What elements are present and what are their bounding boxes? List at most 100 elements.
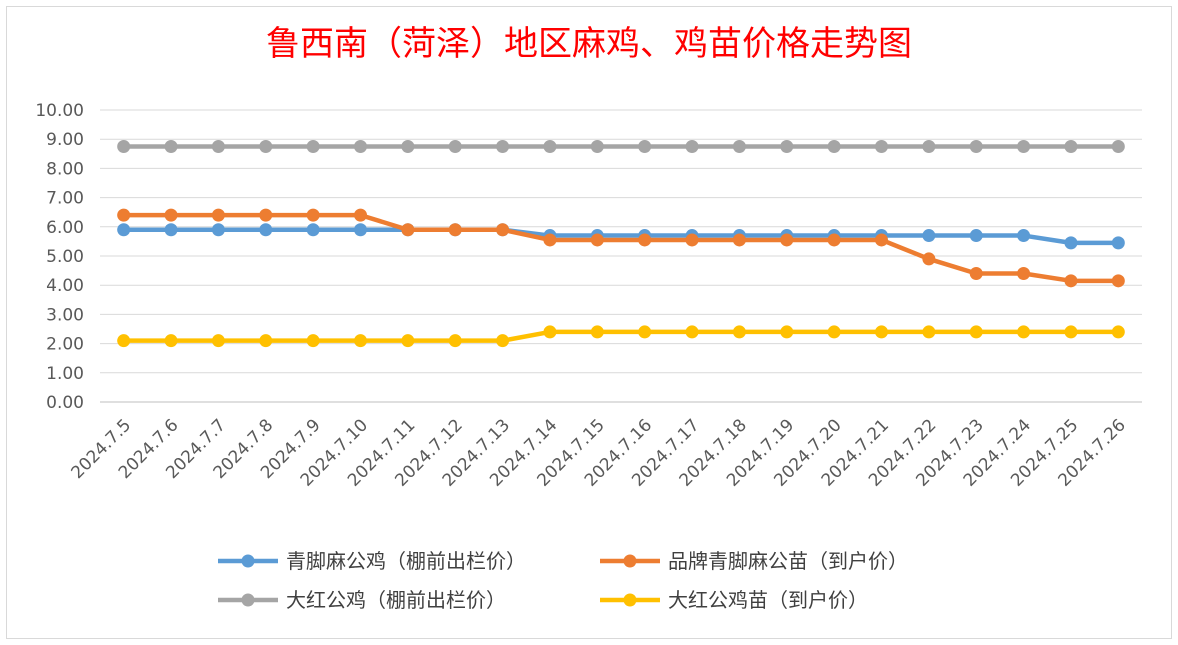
gridlines — [100, 109, 1142, 403]
data-point — [117, 223, 131, 237]
data-point — [732, 325, 746, 339]
series-line — [121, 212, 1121, 284]
data-point — [164, 140, 178, 153]
data-point — [354, 140, 367, 153]
legend-item: 品牌青脚麻公苗（到户价） — [600, 549, 908, 573]
data-point — [259, 208, 273, 222]
series-line — [121, 227, 1121, 246]
data-point — [354, 223, 367, 237]
data-point — [211, 140, 225, 153]
data-point — [732, 140, 746, 153]
data-point — [117, 140, 131, 153]
data-point — [638, 325, 652, 339]
data-point — [401, 140, 415, 153]
data-point — [306, 208, 320, 222]
series-4 — [117, 325, 1125, 348]
data-point — [922, 140, 936, 153]
data-point — [401, 223, 415, 237]
legend-item: 青脚麻公鸡（棚前出栏价） — [218, 549, 526, 573]
data-point — [969, 325, 983, 339]
data-point — [1064, 274, 1078, 288]
data-point — [1064, 236, 1078, 250]
data-point — [1064, 140, 1078, 153]
data-point — [164, 208, 178, 222]
data-point — [780, 140, 794, 153]
data-point — [1017, 140, 1031, 153]
series-3 — [117, 140, 1125, 153]
series-line — [121, 329, 1121, 343]
data-point — [922, 325, 936, 339]
legend-swatch-marker — [623, 593, 637, 607]
data-point — [496, 140, 510, 153]
chart-title: 鲁西南（菏泽）地区麻鸡、鸡苗价格走势图 — [266, 24, 912, 64]
data-point — [543, 325, 557, 339]
y-tick-label: 4.00 — [46, 276, 84, 296]
data-point — [496, 334, 510, 348]
y-tick-label: 9.00 — [46, 130, 84, 150]
data-point — [543, 140, 557, 153]
data-point — [685, 325, 699, 339]
data-point — [117, 334, 131, 348]
data-point — [780, 325, 794, 339]
data-point — [164, 334, 178, 348]
data-point — [1017, 325, 1031, 339]
data-point — [448, 223, 462, 237]
data-point — [211, 334, 225, 348]
data-point — [685, 233, 699, 247]
data-point — [306, 223, 320, 237]
data-point — [875, 140, 888, 153]
data-point — [1111, 274, 1125, 288]
data-point — [590, 325, 604, 339]
legend-swatch-marker — [241, 593, 255, 607]
y-tick-label: 5.00 — [46, 247, 84, 267]
data-point — [827, 233, 841, 247]
data-point — [211, 208, 225, 222]
y-tick-label: 8.00 — [46, 159, 84, 179]
data-point — [259, 223, 273, 237]
data-point — [780, 233, 794, 247]
data-point — [922, 229, 936, 243]
data-point — [969, 140, 983, 153]
data-point — [875, 325, 888, 339]
y-tick-label: 0.00 — [46, 393, 84, 413]
data-point — [1017, 229, 1031, 243]
legend-label: 品牌青脚麻公苗（到户价） — [668, 549, 908, 573]
data-point — [969, 267, 983, 281]
y-tick-label: 2.00 — [46, 335, 84, 355]
data-point — [590, 233, 604, 247]
series-2 — [117, 208, 1125, 288]
data-point — [543, 233, 557, 247]
legend-swatch-marker — [623, 554, 637, 568]
legend-swatch-marker — [241, 554, 255, 568]
data-point — [117, 208, 131, 222]
data-point — [922, 252, 936, 266]
data-point — [875, 233, 888, 247]
y-tick-label: 6.00 — [46, 218, 84, 238]
data-point — [1111, 325, 1125, 339]
series-group — [117, 140, 1125, 348]
data-point — [496, 223, 510, 237]
data-point — [306, 140, 320, 153]
legend-label: 大红公鸡（棚前出栏价） — [286, 588, 506, 612]
legend: 青脚麻公鸡（棚前出栏价） 品牌青脚麻公苗（到户价） 大红公鸡（棚前出栏价） 大红公鸡苗… — [218, 549, 908, 612]
data-point — [259, 334, 273, 348]
data-point — [354, 334, 367, 348]
data-point — [969, 229, 983, 243]
data-point — [732, 233, 746, 247]
data-point — [638, 233, 652, 247]
data-point — [1111, 140, 1125, 153]
legend-label: 大红公鸡苗（到户价） — [668, 588, 868, 612]
data-point — [259, 140, 273, 153]
data-point — [827, 325, 841, 339]
data-point — [354, 208, 367, 222]
data-point — [211, 223, 225, 237]
data-point — [685, 140, 699, 153]
data-point — [164, 223, 178, 237]
data-point — [1111, 236, 1125, 250]
data-point — [827, 140, 841, 153]
y-tick-label: 7.00 — [46, 189, 84, 209]
data-point — [401, 334, 415, 348]
data-point — [590, 140, 604, 153]
data-point — [1064, 325, 1078, 339]
data-point — [638, 140, 652, 153]
